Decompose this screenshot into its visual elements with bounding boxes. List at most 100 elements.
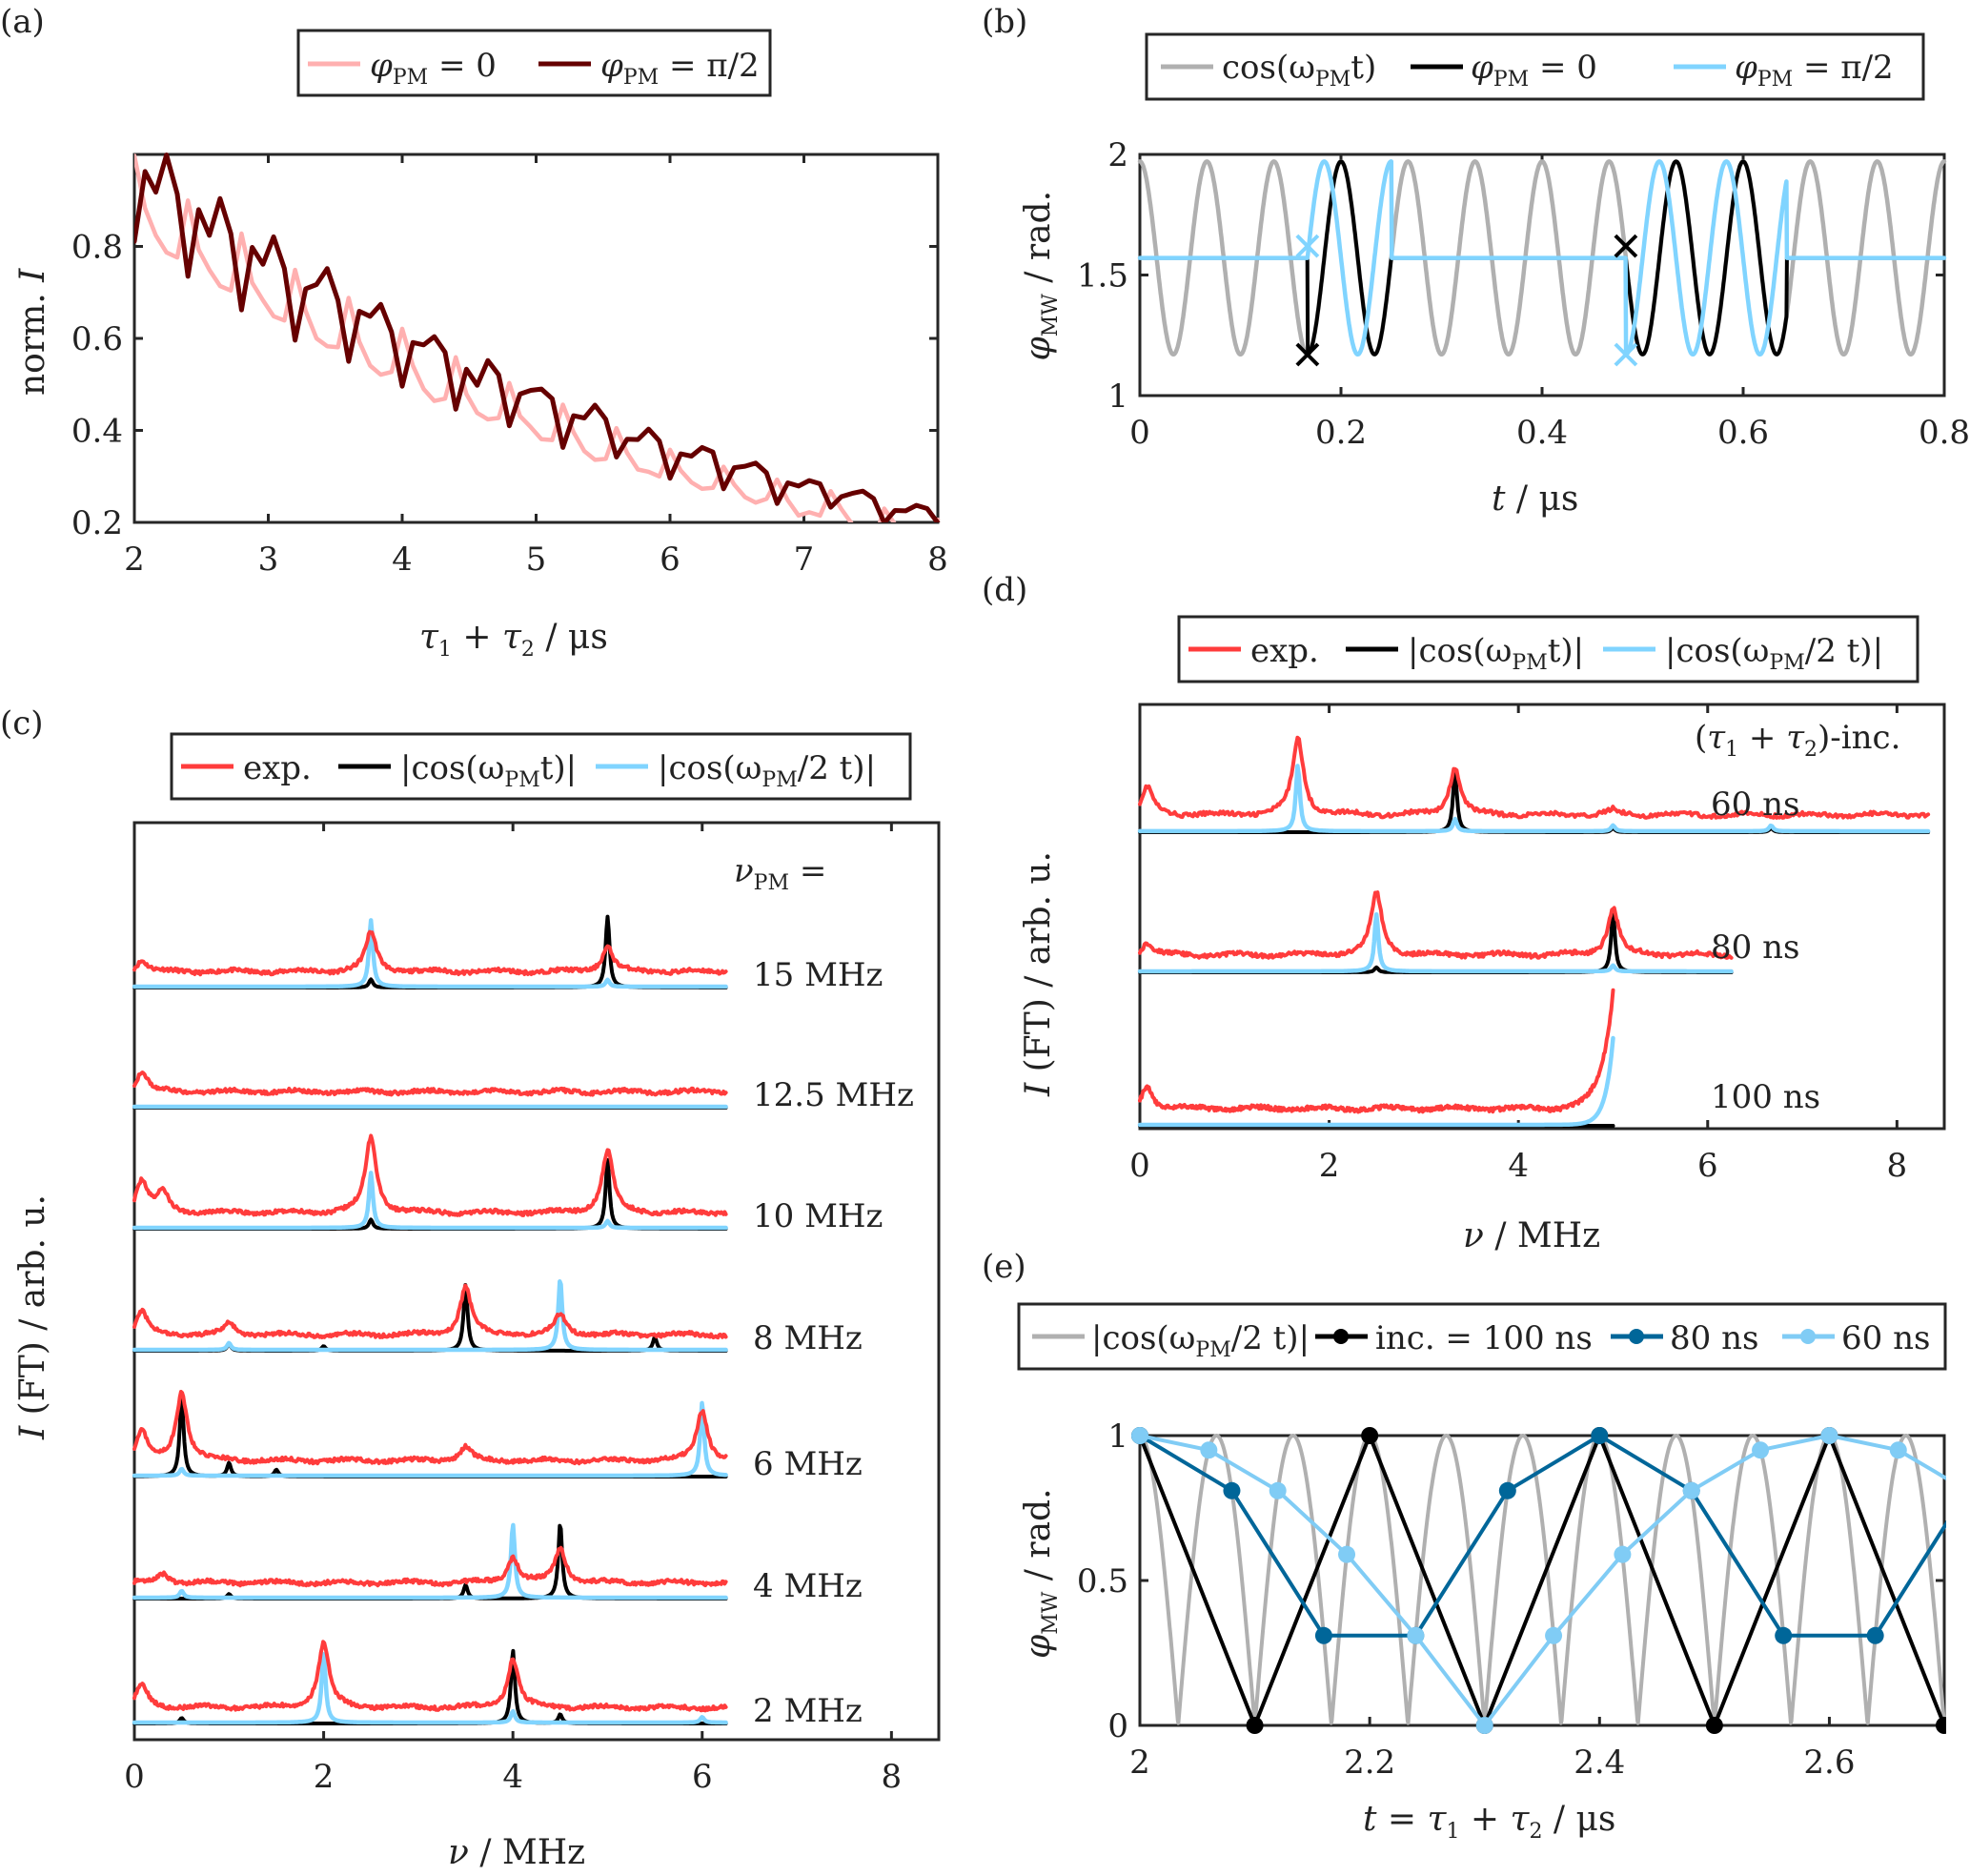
trace-group: 100 ns bbox=[1137, 988, 1820, 1128]
legend-marker bbox=[1629, 1329, 1644, 1344]
x-tick-label: 2.4 bbox=[1574, 1743, 1625, 1782]
x-tick-label: 2 bbox=[1319, 1147, 1340, 1185]
spectrum-line-exp bbox=[132, 1545, 728, 1588]
legend-b bbox=[1145, 32, 1925, 101]
trace-group: 6 MHz bbox=[132, 1390, 863, 1483]
series-line-phi0 bbox=[134, 153, 941, 522]
y-axis-label-c: I (FT) / arb. u. bbox=[13, 1194, 52, 1440]
x-tick-label: 8 bbox=[927, 540, 948, 579]
x-tick-label: 7 bbox=[794, 540, 815, 579]
data-point bbox=[1705, 1717, 1723, 1734]
data-point bbox=[1200, 1441, 1218, 1459]
x-tick-label: 4 bbox=[1508, 1147, 1529, 1185]
series-line-abs-cos bbox=[1138, 1434, 1946, 1727]
spectrum-line-cos bbox=[132, 1648, 728, 1725]
x-tick-label: 8 bbox=[882, 1758, 903, 1796]
x-tick-label: 2 bbox=[314, 1758, 335, 1796]
y-tick-label: 0.8 bbox=[71, 229, 123, 267]
x-tick-label: 6 bbox=[692, 1758, 713, 1796]
data-point bbox=[1959, 1482, 1970, 1499]
x-tick-label: 0.4 bbox=[1516, 414, 1568, 452]
panel-a: (a) 2 3 4 5 6 7 8 0.2 0.4 0.6 0.8 norm. I τ1 + τ2 / μ… bbox=[0, 3, 948, 662]
panel-label-a: (a) bbox=[0, 3, 45, 41]
spectrum-line-cos-half bbox=[132, 918, 728, 989]
x-tick-label: 2.2 bbox=[1344, 1743, 1395, 1782]
x-axis-label-c: ν / MHz bbox=[448, 1833, 585, 1872]
cross-marker bbox=[1614, 342, 1638, 367]
x-tick-label: 4 bbox=[502, 1758, 523, 1796]
y-tick-label: 0.2 bbox=[71, 504, 123, 542]
spectrum-line-cos bbox=[1138, 768, 1931, 834]
legend-entry-cos-half: |cos(ωPM/2 t)| bbox=[1665, 632, 1883, 675]
x-tick-label: 5 bbox=[526, 540, 547, 579]
legend-marker bbox=[1800, 1329, 1816, 1344]
series-line-inc-0 bbox=[1138, 1434, 1946, 1727]
data-point bbox=[1545, 1626, 1563, 1644]
x-axis-label-d: ν / MHz bbox=[1463, 1216, 1600, 1255]
spectrum-line-exp bbox=[132, 1283, 728, 1340]
spectrum-line-cos-half bbox=[1137, 1035, 1615, 1128]
trace-group: 4 MHz bbox=[132, 1522, 863, 1605]
data-point bbox=[1314, 1626, 1332, 1644]
axes-frame-a bbox=[132, 153, 940, 524]
data-point bbox=[1407, 1626, 1425, 1644]
legend-entry-cos: |cos(ωPMt)| bbox=[1408, 632, 1584, 675]
nu-pm-annotation: νPM = bbox=[734, 852, 826, 895]
data-point bbox=[1269, 1481, 1287, 1499]
x-tick-label: 2 bbox=[1129, 1743, 1150, 1782]
data-point bbox=[1614, 1545, 1632, 1563]
legend-entry-phi0: φPM = 0 bbox=[1471, 49, 1597, 92]
x-tick-label: 0.6 bbox=[1717, 414, 1769, 452]
y-tick-label: 0.5 bbox=[1077, 1562, 1128, 1601]
legend-entry-cos: cos(ωPMt) bbox=[1222, 49, 1376, 92]
axes-frame-b bbox=[1138, 153, 1946, 398]
legend-entry-exp: exp. bbox=[243, 749, 312, 787]
axes-frame-c bbox=[132, 821, 941, 1742]
series-group-a bbox=[134, 153, 941, 522]
trace-label: 100 ns bbox=[1711, 1078, 1820, 1116]
y-axis-label-a: norm. I bbox=[13, 268, 52, 396]
x-tick-label: 6 bbox=[1697, 1147, 1718, 1185]
x-tick-label: 3 bbox=[258, 540, 279, 579]
data-point bbox=[1361, 1427, 1379, 1444]
x-tick-label: 2 bbox=[124, 540, 145, 579]
data-point bbox=[1338, 1545, 1356, 1563]
trace-group: 2 MHz bbox=[132, 1640, 863, 1730]
x-tick-label: 0 bbox=[1129, 1147, 1150, 1185]
series-line-phi-pi2 bbox=[1137, 159, 1947, 357]
y-tick-label: 2 bbox=[1107, 136, 1128, 174]
x-axis-label-b: t / μs bbox=[1492, 479, 1578, 519]
legend-marker bbox=[1333, 1329, 1349, 1344]
cross-marker bbox=[1614, 234, 1638, 258]
panel-label-b: (b) bbox=[982, 3, 1027, 41]
trace-group: 12.5 MHz bbox=[132, 1071, 914, 1114]
spectrum-line-exp bbox=[132, 1071, 728, 1097]
spectrum-line-exp bbox=[132, 1640, 728, 1713]
trace-label: 15 MHz bbox=[753, 956, 883, 994]
series-line-cos bbox=[1137, 159, 1947, 357]
series-line-inc-1 bbox=[1138, 1434, 1946, 1638]
trace-label: 80 ns bbox=[1711, 928, 1799, 967]
data-point bbox=[1820, 1427, 1838, 1444]
panel-label-e: (e) bbox=[982, 1248, 1026, 1286]
spectrum-line-exp bbox=[132, 1390, 728, 1466]
data-point bbox=[1475, 1717, 1493, 1734]
y-tick-label: 1.5 bbox=[1077, 257, 1128, 296]
y-tick-label: 0 bbox=[1107, 1707, 1128, 1745]
trace-group: 8 MHz bbox=[132, 1279, 863, 1357]
data-point bbox=[1959, 1482, 1970, 1499]
panel-label-c: (c) bbox=[0, 704, 44, 743]
panel-d: (d) 0 2 4 6 8 60 ns 80 ns 100 ns (τ1 + τ2)-inc. I … bbox=[982, 571, 1946, 1255]
panel-c: (c) 0 2 4 6 8 15 MHz 12.5 MHz 10 MHz 8 MHz 6 MHz 4 … bbox=[0, 704, 941, 1872]
y-tick-label: 0.4 bbox=[71, 413, 123, 451]
spectrum-line-cos bbox=[132, 1283, 728, 1353]
x-axis-label-e: t = τ1 + τ2 / μs bbox=[1363, 1800, 1615, 1844]
y-axis-label-d: I (FT) / arb. u. bbox=[1019, 851, 1058, 1097]
legend-entry-phi-pi2: φPM = π/2 bbox=[600, 47, 760, 90]
x-tick-label: 0.2 bbox=[1315, 414, 1367, 452]
spectrum-line-exp bbox=[1138, 890, 1734, 960]
trace-label: 10 MHz bbox=[753, 1197, 883, 1235]
data-point bbox=[1866, 1626, 1884, 1644]
legend-entry-phi-pi2: φPM = π/2 bbox=[1735, 49, 1894, 92]
data-point bbox=[1223, 1481, 1241, 1499]
